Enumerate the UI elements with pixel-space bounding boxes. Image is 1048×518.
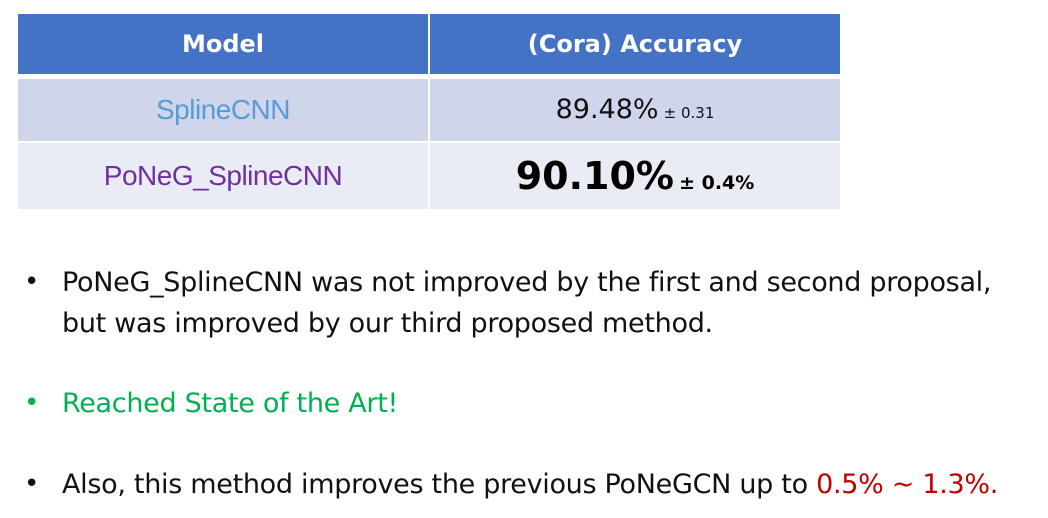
accuracy-std: ± 0.31	[663, 104, 715, 123]
table-header-row: Model (Cora) Accuracy	[18, 14, 840, 79]
accuracy-value: 89.48%	[555, 94, 659, 126]
results-table: Model (Cora) Accuracy SplineCNN 89.48% ±…	[18, 14, 840, 209]
table-row: SplineCNN 89.48% ± 0.31	[18, 76, 840, 143]
bullet-item: • Also, this method improves the previou…	[20, 464, 1040, 505]
accuracy-cell: 90.10% ± 0.4%	[429, 142, 840, 209]
header-model: Model	[18, 14, 430, 79]
accuracy-value: 90.10%	[515, 154, 674, 198]
bullet-item: • PoNeG_SplineCNN was not improved by th…	[20, 262, 1040, 344]
bullet-dot-icon: •	[24, 388, 40, 418]
bullet-text: PoNeG_SplineCNN was not improved by the …	[62, 267, 992, 339]
bullet-item: • Reached State of the Art!	[20, 383, 1040, 424]
model-cell: SplineCNN	[18, 76, 430, 143]
table-row: PoNeG_SplineCNN 90.10% ± 0.4%	[18, 142, 840, 209]
bullet-text: Reached State of the Art!	[62, 388, 399, 419]
model-name-splinecnn: SplineCNN	[156, 93, 291, 125]
bullet-highlight: 0.5% ~ 1.3%.	[816, 469, 999, 500]
bullet-dot-icon: •	[24, 469, 40, 499]
accuracy-cell: 89.48% ± 0.31	[429, 76, 840, 143]
bullet-dot-icon: •	[24, 267, 40, 297]
header-accuracy: (Cora) Accuracy	[429, 14, 840, 79]
bullet-list: • PoNeG_SplineCNN was not improved by th…	[20, 262, 1040, 505]
model-name-poneg-splinecnn: PoNeG_SplineCNN	[103, 160, 343, 191]
bullet-text: Also, this method improves the previous …	[62, 469, 817, 500]
model-cell: PoNeG_SplineCNN	[18, 142, 430, 209]
accuracy-std: ± 0.4%	[679, 172, 755, 194]
